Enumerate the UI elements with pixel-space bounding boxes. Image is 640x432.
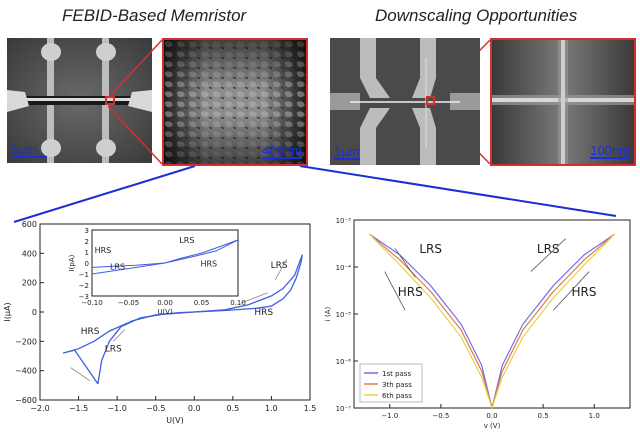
inset-y-tick-label: −3 [79,293,89,301]
inset-x-tick-label: 0.00 [157,299,173,307]
iv-x-tick-label: −1.0 [107,404,126,413]
inset-y-tick-label: 2 [85,238,89,246]
inset-series-line-1 [91,239,239,275]
iv-annotation-lrs: LRS [271,261,288,271]
log-y-axis-label: i (A) [324,307,332,322]
iv-y-tick-label: 200 [22,279,37,288]
iv-axes: −2.0 −1.5 −1.0 −0.5 0.0 0.5 1.0 1.5−600−400−200… [3,220,316,425]
log-direction-arrow [553,271,590,311]
scale-bar-c [334,158,360,160]
sem-image-zoom-drawing [164,40,306,164]
inset-annotation-hrs: HRS [95,246,112,255]
scale-bar-label-b: 400nm [262,143,302,158]
sem-image-device-drawing [7,38,152,163]
log-annotation-hrs-3: HRS [398,285,423,299]
inset-x-tick-label: 0.05 [194,299,210,307]
log-x-tick-label: −1.0 [381,412,398,420]
log-x-tick-label: 1.0 [589,412,600,420]
log-legend-label-3: 6th pass [382,392,412,400]
log-direction-arrow [394,248,416,278]
iv-direction-arrow [113,329,126,342]
heading-downscaling: Downscaling Opportunities [375,6,578,25]
iv-y-tick-label: −400 [15,367,37,376]
inset-annotation-lrs: LRS [179,236,194,245]
log-direction-arrow [384,271,406,311]
iv-direction-arrow [240,292,268,304]
scale-bar-a [11,156,47,158]
scale-bar-d [590,157,630,159]
inset-x-tick-label: −0.10 [81,299,102,307]
scale-bar-label-a: 5µm [11,142,37,157]
inset-x-tick-label: 0.10 [230,299,246,307]
iv-x-tick-label: 0.5 [226,404,239,413]
log-x-tick-label: 0.5 [538,412,549,420]
sem-image-crossing-drawing [492,40,634,164]
inset-series-line-2 [91,239,239,268]
inset-x-axis-label: U(V) [157,308,173,316]
iv-x-tick-label: −2.0 [30,404,49,413]
log-x-tick-label: 0.0 [486,412,497,420]
scale-bar-label-d: 100nm [590,143,630,158]
iv-annotation-hrs: HRS [254,308,273,318]
log-x-tick-label: −0.5 [432,412,449,420]
inset-y-tick-label: −2 [79,282,89,290]
iv-y-axis-label: I(µA) [3,302,12,321]
log-legend: 1st pass 3th pass 6th pass [359,363,423,403]
iv-annotation-lrs: LRS [105,345,122,355]
iv-inset: −0.10 −0.05 0.00 0.05 0.10 −3 −2 −1 0 1 2 3 U(V) I(pA… [68,227,246,316]
log-annotation-lrs-2: LRS [537,242,560,256]
log-y-tick-label: 10⁻⁵ [336,311,352,319]
iv-y-tick-label: 400 [22,249,37,258]
iv-direction-arrow [274,259,288,280]
iv-x-tick-label: −1.5 [69,404,88,413]
iv-series-line-2 [97,254,303,385]
iv-x-axis-label: U(V) [166,416,184,425]
iv-y-tick-label: 600 [22,220,37,229]
log-annotation-lrs-1: LRS [419,242,442,256]
scale-bar-b [262,157,302,159]
inset-annotation-hrs: HRS [200,259,217,268]
heading-febid-memristor: FEBID-Based Memristor [62,6,247,25]
scale-bar-label-c: 1µm [334,144,360,159]
sem-image-memristor-zoom: 400nm [162,38,308,166]
zoom-marker-a [105,96,115,105]
sem-image-device: 5µm [7,38,152,163]
iv-annotation-hrs: HRS [81,327,100,337]
sem-image-downscaled-device: 1µm [330,38,480,165]
log-y-tick-label: 10⁻⁷ [336,405,352,413]
iv-y-tick-label: −200 [15,337,37,346]
log-direction-arrow [530,238,566,272]
iv-x-tick-label: 1.0 [265,404,278,413]
zoom-marker-c [426,96,435,105]
log-y-tick-label: 10⁻⁶ [336,358,352,366]
iv-hysteresis-chart: −2.0 −1.5 −1.0 −0.5 0.0 0.5 1.0 1.5−600−400−200… [3,220,316,425]
inset-x-tick-label: −0.05 [118,299,139,307]
iv-x-tick-label: 1.5 [304,404,317,413]
sem-image-downscaled-drawing [330,38,480,165]
inset-y-tick-label: 3 [85,227,89,235]
log-legend-label-1: 1st pass [382,370,411,378]
iv-y-tick-label: −600 [15,396,37,405]
log-series-line-3 [368,233,616,410]
log-y-tick-label: 10⁻³ [336,217,352,225]
inset-y-axis-label: I(pA) [68,254,76,271]
inset-y-tick-label: 1 [85,249,89,257]
sem-image-crossing-zoom: 100nm [490,38,636,166]
inset-annotation-lrs: LRS [110,263,125,272]
inset-y-tick-label: 0 [85,260,89,268]
inset-y-tick-label: −1 [79,271,89,279]
log-axes: −1.0 −0.5 0.0 0.5 1.0 10⁻⁷ 10⁻⁶ 10⁻⁵ 10⁻⁴ 10⁻³ v (… [324,217,631,430]
log-y-tick-label: 10⁻⁴ [336,264,352,272]
iv-direction-arrow [70,367,91,382]
log-annotation-hrs-4: HRS [572,285,597,299]
iv-x-tick-label: −0.5 [146,404,165,413]
log-x-axis-label: v (V) [484,422,501,430]
iv-x-tick-label: 0.0 [188,404,201,413]
iv-y-tick-label: 0 [32,308,37,317]
log-legend-label-2: 3th pass [382,381,412,389]
log-current-chart: −1.0 −0.5 0.0 0.5 1.0 10⁻⁷ 10⁻⁶ 10⁻⁵ 10⁻⁴ 10⁻³ v (… [324,217,631,430]
